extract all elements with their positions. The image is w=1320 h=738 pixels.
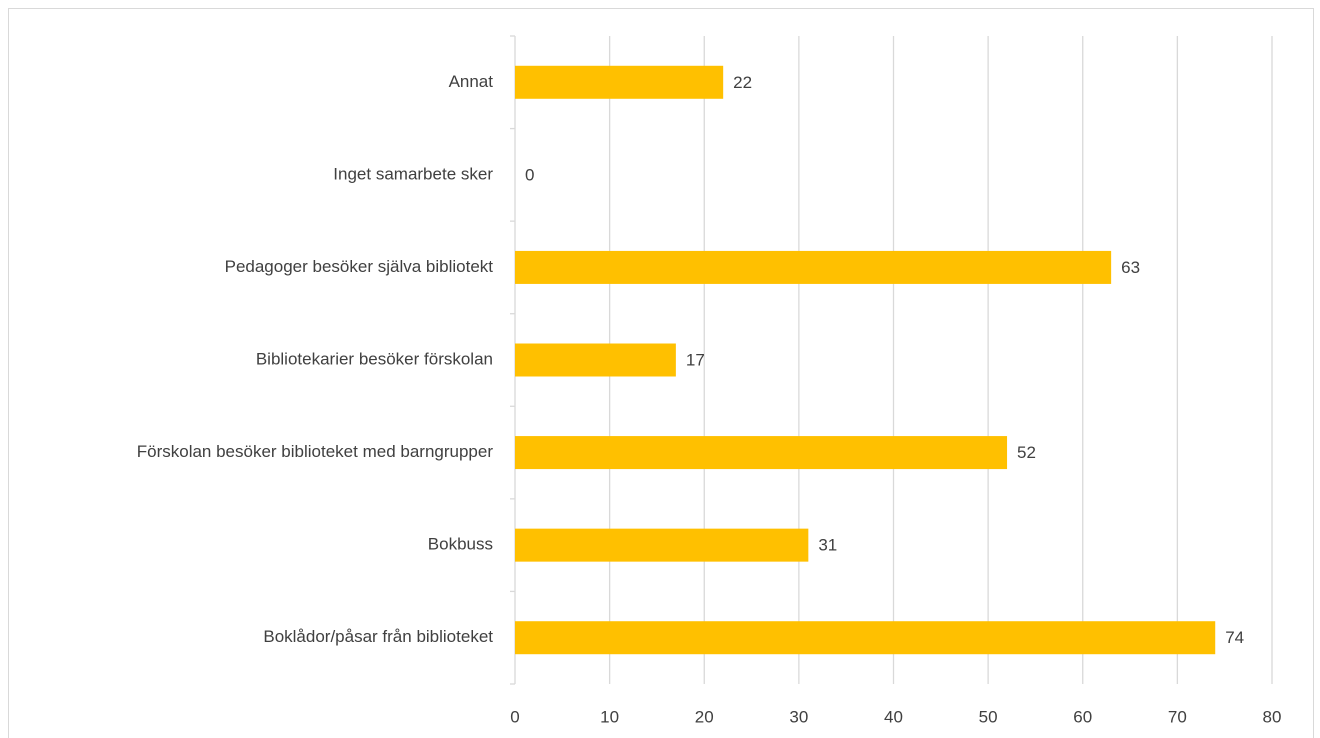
y-tick-label: Förskolan besöker biblioteket med barngr… (137, 442, 494, 461)
y-tick-label: Annat (449, 72, 494, 91)
x-tick-label: 80 (1263, 707, 1282, 726)
x-tick-label: 70 (1168, 707, 1187, 726)
x-tick-label: 30 (789, 707, 808, 726)
data-label: 22 (733, 73, 752, 92)
data-label: 31 (818, 536, 837, 555)
data-label: 74 (1225, 628, 1244, 647)
bar (515, 343, 676, 377)
data-label: 0 (525, 165, 534, 184)
data-label: 63 (1121, 258, 1140, 277)
x-tick-label: 10 (600, 707, 619, 726)
y-tick-label: Bibliotekarier besöker förskolan (256, 349, 493, 368)
bar (515, 621, 1216, 655)
y-tick-label: Inget samarbete sker (333, 164, 493, 183)
bar (515, 436, 1008, 470)
bar (515, 528, 809, 562)
y-tick-label: Boklådor/påsar från biblioteket (263, 627, 493, 646)
x-tick-label: 20 (695, 707, 714, 726)
bar (515, 65, 724, 99)
chart-border (8, 8, 1314, 738)
x-tick-label: 50 (979, 707, 998, 726)
y-tick-label: Bokbuss (428, 535, 493, 554)
data-label: 52 (1017, 443, 1036, 462)
x-tick-label: 0 (510, 707, 519, 726)
x-tick-label: 40 (884, 707, 903, 726)
x-tick-label: 60 (1073, 707, 1092, 726)
data-label: 17 (686, 350, 705, 369)
y-tick-label: Pedagoger besöker själva bibliotekt (225, 257, 494, 276)
bar (515, 250, 1112, 284)
